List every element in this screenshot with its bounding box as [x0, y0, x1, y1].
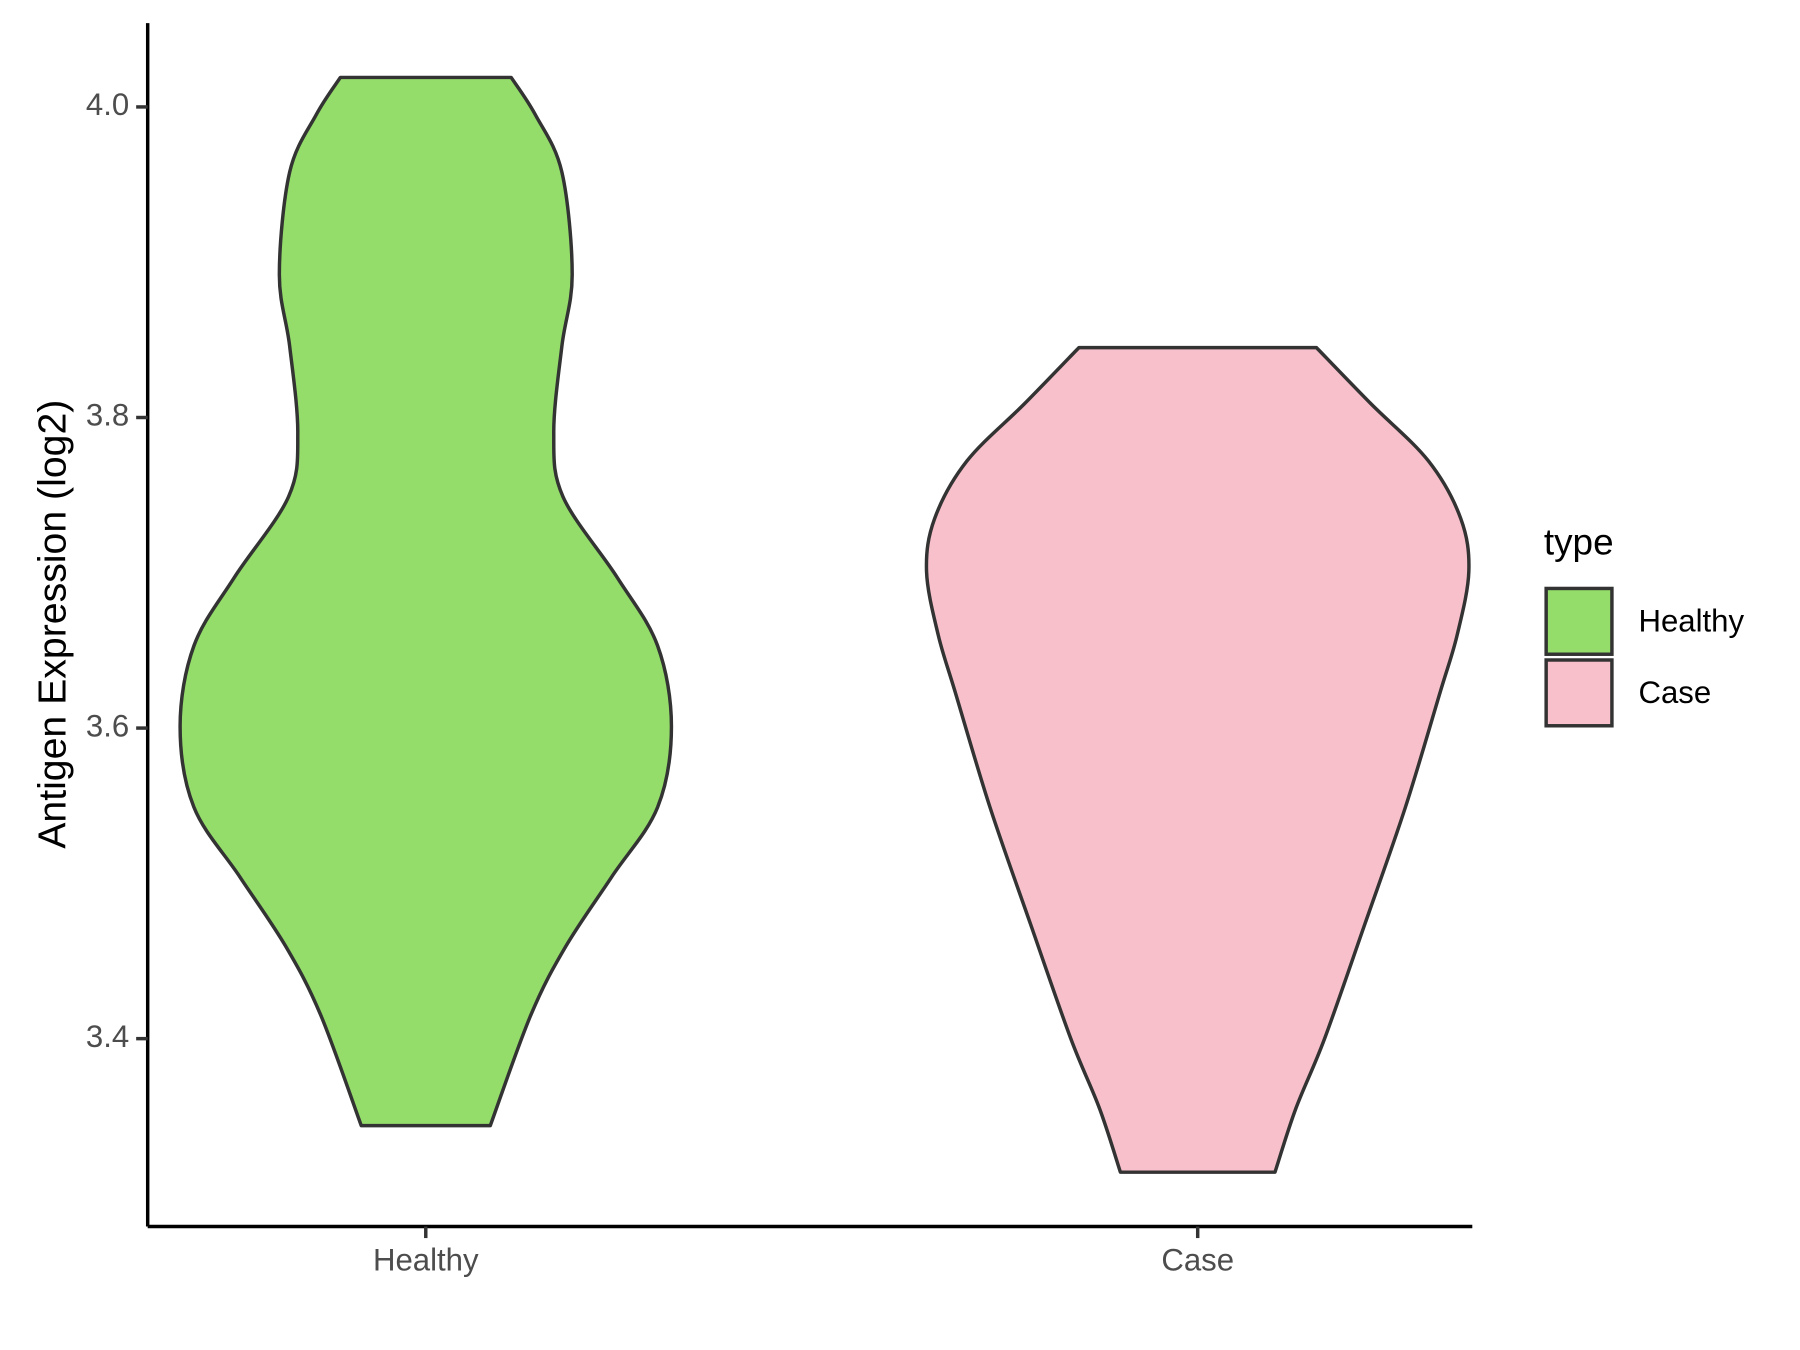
- x-tick-label: Case: [1161, 1243, 1234, 1278]
- x-tick-label: Healthy: [373, 1243, 479, 1278]
- violin: [924, 345, 1471, 1174]
- legend-title: type: [1544, 521, 1614, 562]
- y-tick-label: 3.4: [86, 1019, 129, 1054]
- legend-label: Healthy: [1638, 603, 1744, 638]
- legend-label: Case: [1638, 675, 1711, 710]
- y-tick-label: 3.6: [86, 708, 129, 743]
- y-tick-label: 4.0: [86, 87, 129, 122]
- y-tick-label: 3.8: [86, 398, 129, 433]
- y-axis-label: Antigen Expression (log2): [31, 400, 75, 849]
- legend-swatch: [1544, 586, 1614, 656]
- violin: [178, 75, 674, 1128]
- legend-swatch: [1544, 658, 1614, 728]
